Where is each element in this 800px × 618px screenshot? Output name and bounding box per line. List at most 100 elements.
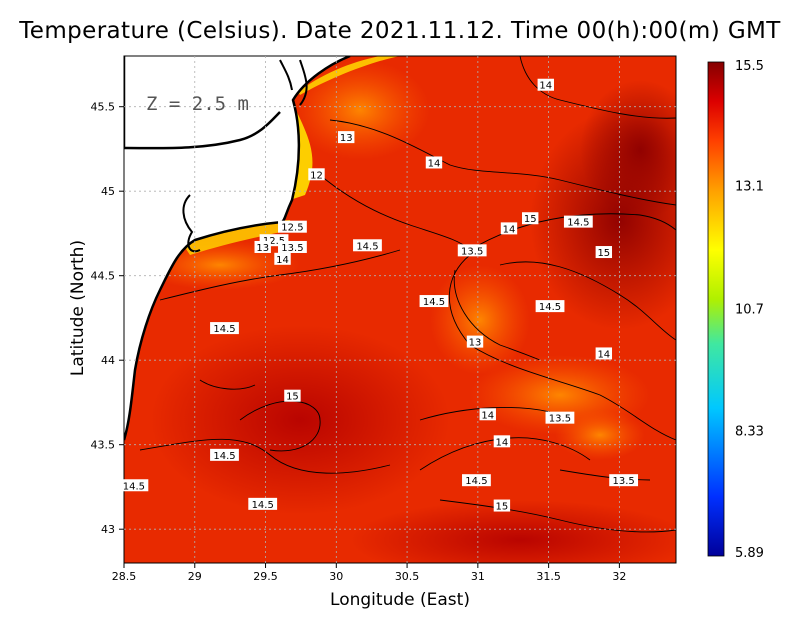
contour-label-box [457,244,487,257]
contour-label: 12.5 [278,220,307,234]
contour-label-text: 14 [597,349,610,360]
contour-label-box [500,222,518,235]
depth-annotation: Z = 2.5 m [146,93,249,115]
contour-label: 14.5 [419,295,449,308]
contour-label-text: 14.5 [539,302,561,313]
x-tick-label: 30.5 [395,570,420,583]
coastline [124,56,351,441]
contour-label: 14.5 [210,322,239,335]
contour-label: 14.5 [535,300,565,313]
x-axis-label: Longitude (East) [330,590,470,610]
cool-filament [555,410,645,460]
colorbar-tick-label: 8.33 [735,425,764,440]
contour-label-box [210,448,239,461]
contour-label: 13.5 [278,240,307,254]
contour-label-text: 12.5 [263,236,285,247]
contour-label-box [522,212,539,225]
contour-label: 14 [595,347,613,360]
contour-label-box [595,246,613,259]
x-tick-label: 31.5 [536,570,561,583]
coastline [124,56,281,150]
contour-label: 12 [308,168,325,181]
contour-label-box [353,239,382,252]
contour-label-box [284,389,301,402]
contour-label: 13 [254,240,271,254]
contour-label-text: 13.5 [461,246,483,257]
contour-label-box [210,322,239,335]
contour-label: 13.5 [457,244,487,257]
colorbar-tick-label: 13.1 [735,179,764,194]
contour-label: 15 [493,499,511,513]
contour-label-box [535,300,565,313]
contour-label-text: 14.5 [213,451,235,462]
colorbar-tick-label: 15.5 [735,59,764,74]
x-tick-label: 29.5 [253,570,278,583]
contour-label-box [563,215,593,228]
contour-label-box [537,78,554,91]
contour-label-text: 15 [524,214,537,225]
contour-label: 14.5 [248,497,278,511]
contour-label-text: 13 [340,133,353,144]
contour-label-text: 12 [310,170,323,181]
contour-label-text: 14 [481,410,494,421]
colorbar-ticks: 15.5 13.1 10.7 8.33 5.89 [735,59,764,561]
plot-frame [123,55,677,564]
land [124,56,350,440]
map-field [124,56,676,563]
y-axis-label: Latitude (North) [68,239,88,377]
contour-label-box [609,474,639,487]
contour-label-text: 14.5 [423,297,445,308]
contour-label-box [278,220,307,233]
contour-label: 14 [479,408,496,421]
contour-label: 13.5 [545,411,575,425]
contour-label: 14.5 [353,239,382,252]
contour-label-box [462,474,491,487]
contour-label: 14.5 [563,215,593,229]
contour-label-text: 13.5 [612,476,634,487]
contour-label: 14.5 [119,479,149,492]
contour-label-box [466,335,484,348]
y-tick-label: 44 [101,354,115,367]
contour-label-box [425,156,443,169]
contour-label: 14 [425,156,443,169]
contour-label-text: 15 [597,248,610,259]
x-tick-label: 28.5 [112,570,137,583]
x-tick-label: 31 [471,570,485,583]
contour-label-box [595,347,613,360]
contour-label-text: 14 [428,158,441,169]
y-tick-label: 44.5 [91,270,116,283]
cool-eddy [430,265,530,375]
contour-label-text: 14 [276,255,289,266]
contour-label: 14 [274,252,291,266]
contour-label-text: 12.5 [281,223,303,234]
contour-label: 14.5 [462,474,491,487]
isotherms [139,56,676,533]
colorbar-tick-label: 10.7 [735,303,764,318]
contour-label-text: 13 [256,243,269,254]
contour-label-text: 14 [539,81,552,92]
contour-label-box [419,295,449,308]
contour-label: 13 [338,131,355,144]
contour-label-box [545,411,575,424]
contour-label-text: 13 [469,338,482,349]
contour-label-box [308,168,325,181]
contour-label: 15 [522,212,539,225]
contour-label-box [248,497,278,510]
grid-lines [124,56,676,563]
contour-label-text: 14.5 [252,500,274,511]
contour-label-box [493,499,511,512]
contour-label-box [493,435,511,448]
contour-label: 14.5 [210,448,239,462]
contour-label-text: 14.5 [465,476,487,487]
contour-label-box [278,240,307,253]
contour-label-box [479,408,496,421]
contour-label: 14 [500,222,518,235]
y-tick-label: 45.5 [91,101,116,114]
contour-label: 15 [595,246,613,259]
contour-label-box [274,252,291,265]
colorbar-tick-label: 5.89 [735,546,764,561]
y-tick-label: 43 [101,523,115,536]
contour-label-text: 15 [286,392,299,403]
x-tick-label: 32 [612,570,626,583]
